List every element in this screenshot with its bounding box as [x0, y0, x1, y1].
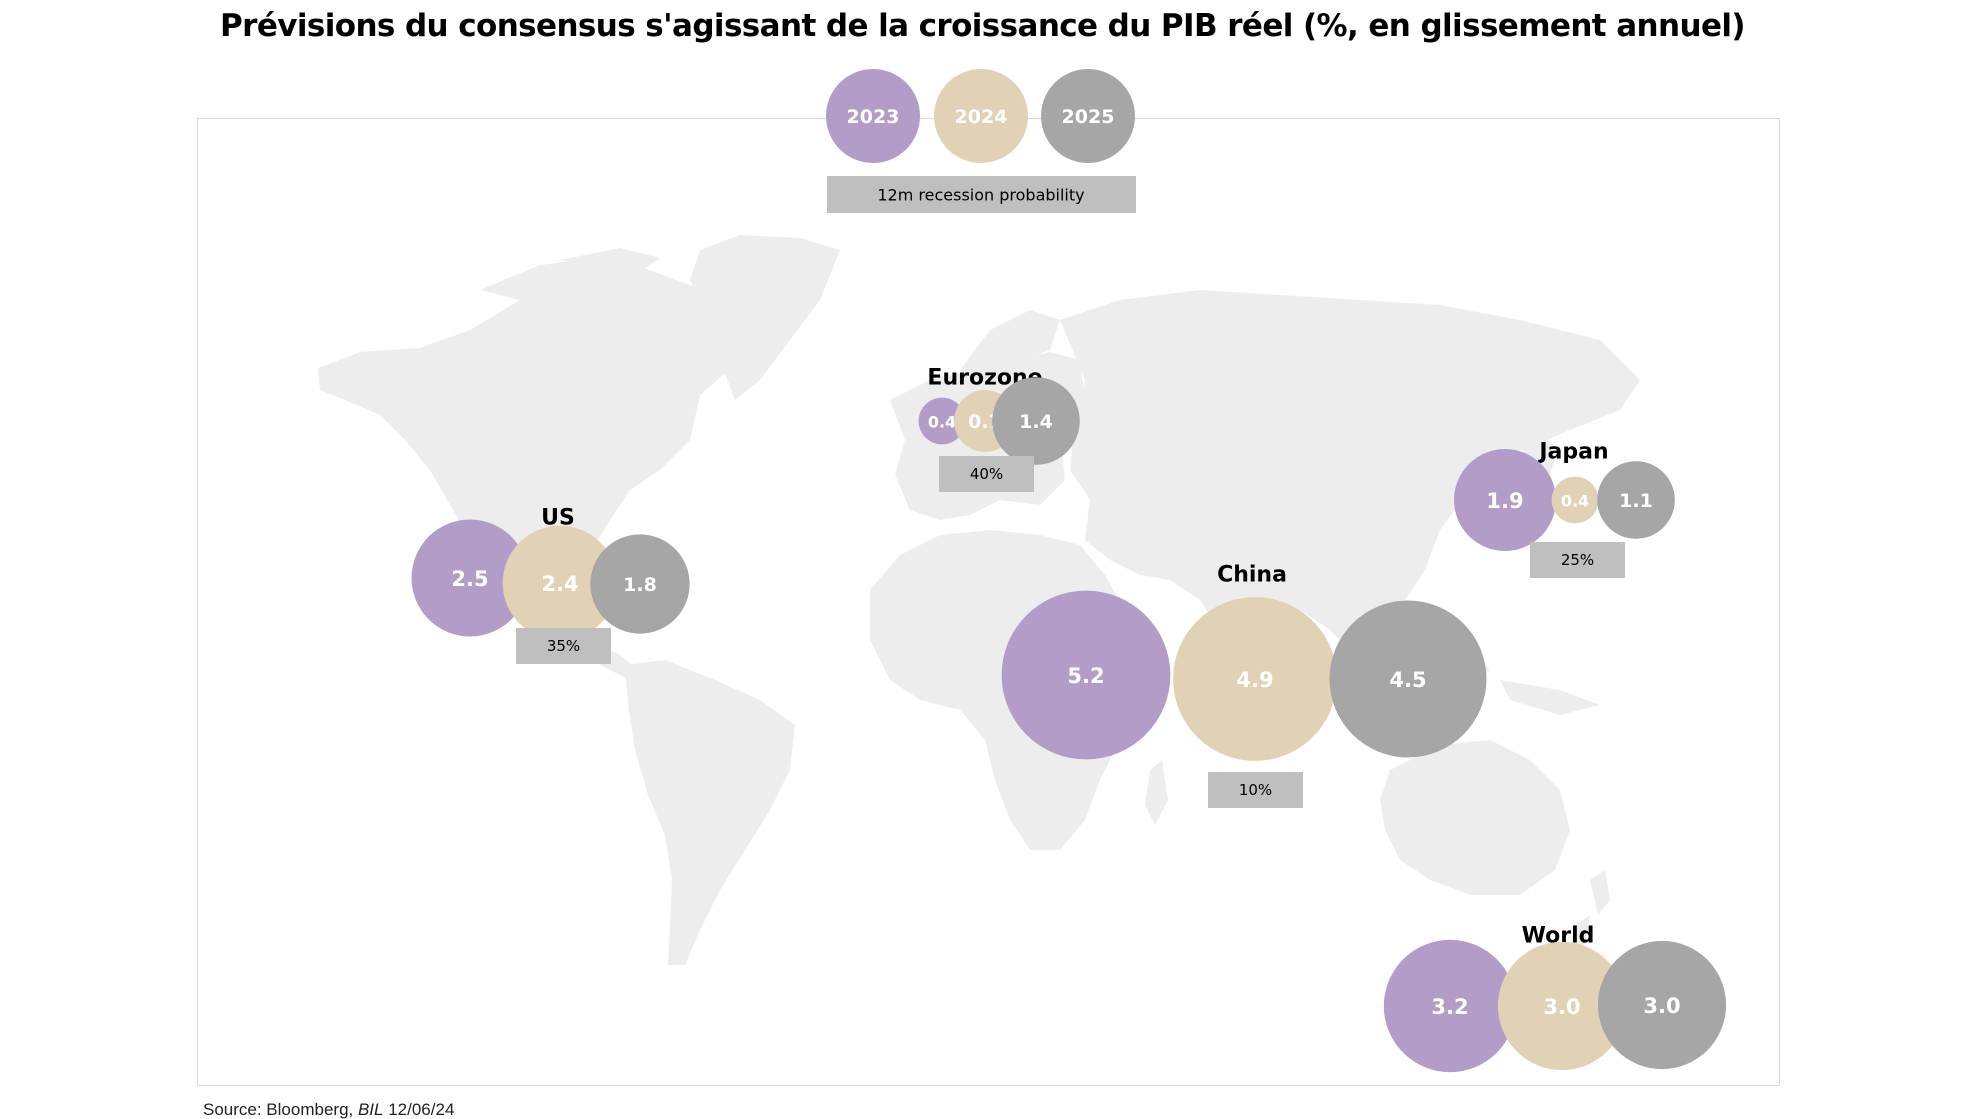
value-label-us-2023: 2.5	[451, 567, 488, 591]
region-japan: Japan 1.9 0.4 1.1 25%	[1453, 440, 1675, 578]
bubble-china-2024	[1173, 597, 1337, 761]
legend-label-2023: 2023	[847, 106, 900, 128]
legend: 2023 2024 2025 12m recession probability	[826, 69, 1136, 213]
bubble-china-2025	[1329, 600, 1487, 758]
bubble-us-2024	[502, 525, 618, 641]
legend-bubble-2024	[934, 69, 1028, 163]
continent-madagascar	[1145, 760, 1168, 825]
value-label-japan-2023: 1.9	[1486, 489, 1523, 513]
value-label-eurozone-2023: 0.4	[928, 413, 956, 432]
bubble-japan-2024	[1551, 476, 1599, 524]
continent-south-america	[625, 660, 795, 965]
continent-arctic-islands	[480, 248, 660, 305]
bubble-japan-2025	[1597, 461, 1675, 539]
bubble-us-2025	[590, 534, 690, 634]
value-label-china-2025: 4.5	[1389, 668, 1426, 692]
source-prefix: Source: Bloomberg,	[203, 1100, 358, 1119]
value-label-eurozone-2025: 1.4	[1019, 411, 1053, 433]
probability-box-china	[1208, 772, 1303, 808]
bubble-us-2023	[411, 519, 529, 637]
probability-label-us: 35%	[547, 637, 580, 655]
probability-label-japan: 25%	[1561, 551, 1594, 569]
probability-box-japan	[1530, 542, 1625, 578]
legend-label-2024: 2024	[955, 106, 1008, 128]
legend-probability-label: 12m recession probability	[877, 186, 1084, 205]
continent-new-zealand	[1570, 870, 1610, 950]
value-label-us-2024: 2.4	[541, 572, 578, 596]
value-label-world-2025: 3.0	[1643, 994, 1680, 1018]
legend-probability-box	[827, 176, 1136, 213]
region-us: US2.5 2.4 1.835%	[411, 506, 690, 664]
continent-australia	[1380, 740, 1570, 895]
probability-label-china: 10%	[1239, 781, 1272, 799]
bubble-eurozone-2025	[992, 377, 1080, 465]
source-italic: BIL	[357, 1100, 384, 1119]
region-label-japan: Japan	[1537, 440, 1608, 465]
continent-north-america	[318, 258, 755, 680]
value-label-china-2023: 5.2	[1067, 664, 1104, 688]
legend-bubble-2025	[1041, 69, 1135, 163]
continent-asia	[1060, 290, 1640, 660]
value-label-us-2025: 1.8	[623, 574, 657, 596]
continent-scandinavia	[960, 310, 1060, 400]
probability-box-us	[516, 628, 611, 664]
region-label-china: China	[1217, 563, 1287, 588]
source-note: Source: Bloomberg, BIL 12/06/24	[203, 1101, 454, 1118]
value-label-world-2023: 3.2	[1431, 995, 1468, 1019]
value-label-world-2024: 3.0	[1543, 995, 1580, 1019]
probability-label-eurozone: 40%	[970, 465, 1003, 483]
bubble-japan-2023	[1453, 448, 1557, 552]
continent-greenland	[690, 235, 840, 400]
bubble-eurozone-2023	[918, 397, 966, 445]
region-china: China 5.2 4.9 4.5 10%	[1001, 563, 1487, 808]
value-label-japan-2025: 1.1	[1619, 490, 1653, 512]
chart-title: Prévisions du consensus s'agissant de la…	[220, 8, 1746, 44]
legend-label-2025: 2025	[1062, 106, 1115, 128]
bubble-world-2025	[1597, 940, 1727, 1070]
value-label-japan-2024: 0.4	[1561, 492, 1589, 511]
value-label-china-2024: 4.9	[1236, 668, 1273, 692]
legend-bubble-2023	[826, 69, 920, 163]
source-date: 12/06/24	[383, 1100, 455, 1119]
bubble-china-2023	[1001, 590, 1171, 760]
bubble-world-2024	[1497, 941, 1627, 1071]
probability-box-eurozone	[939, 456, 1034, 492]
bubble-world-2023	[1383, 939, 1517, 1073]
